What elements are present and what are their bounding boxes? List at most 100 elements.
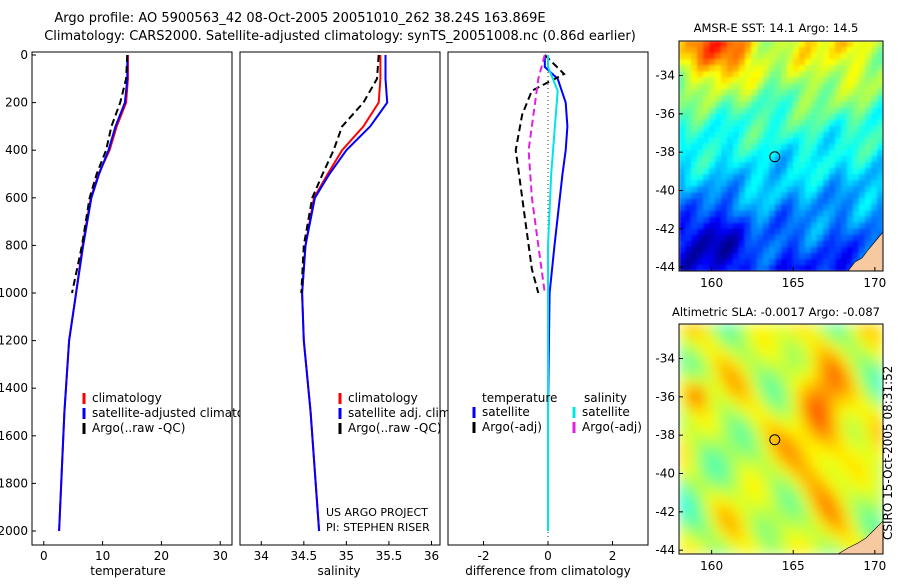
- map-cell: [793, 463, 800, 470]
- map-cell: [847, 408, 854, 416]
- map-cell: [799, 396, 806, 404]
- map-cell: [721, 481, 728, 489]
- map-cell: [823, 47, 830, 54]
- map-cell: [733, 535, 740, 543]
- depth-tick-label: 1400: [0, 381, 28, 395]
- map-cell: [757, 547, 764, 554]
- depth-tick-label: 1600: [0, 429, 28, 443]
- temperature-xtick-label: 30: [213, 549, 228, 563]
- map-cell: [871, 113, 878, 121]
- map-cell: [751, 65, 758, 72]
- map-cell: [733, 137, 740, 145]
- map-cell: [685, 481, 692, 489]
- map-cell: [709, 487, 716, 495]
- map-cell: [745, 131, 752, 139]
- map-cell: [817, 414, 824, 422]
- map-cell: [727, 523, 734, 531]
- map-cell: [793, 198, 800, 206]
- map-cell: [787, 535, 794, 543]
- map-cell: [841, 234, 848, 242]
- map-cell: [733, 517, 740, 525]
- map-cell: [703, 125, 710, 133]
- map-cell: [757, 451, 764, 458]
- map-cell: [709, 463, 716, 470]
- map-cell: [691, 445, 698, 452]
- map-cell: [793, 174, 800, 181]
- map-cell: [751, 131, 758, 139]
- map-cell: [703, 451, 710, 458]
- map-cell: [757, 535, 764, 543]
- map-cell: [877, 137, 883, 145]
- map-cell: [721, 174, 728, 181]
- map-cell: [853, 137, 860, 145]
- map-cell: [679, 348, 686, 355]
- map-cell: [763, 426, 770, 434]
- map-cell: [703, 366, 710, 374]
- map-cell: [733, 95, 740, 103]
- map-cell: [763, 137, 770, 145]
- map-cell: [775, 511, 782, 519]
- map-cell: [745, 330, 752, 337]
- map-cell: [817, 113, 824, 121]
- map-cell: [817, 481, 824, 489]
- map-cell: [781, 222, 788, 230]
- map-cell: [763, 228, 770, 236]
- map-cell: [793, 240, 800, 248]
- map-cell: [715, 547, 722, 554]
- map-cell: [787, 360, 794, 367]
- map-lat-tick-label: -38: [655, 428, 675, 442]
- map-cell: [745, 174, 752, 181]
- map-cell: [769, 89, 776, 97]
- difference-xtick-label: -2: [477, 549, 489, 563]
- map-cell: [835, 77, 842, 84]
- map-cell: [757, 89, 764, 97]
- map-cell: [709, 330, 716, 337]
- map-cell: [745, 432, 752, 440]
- map-cell: [853, 95, 860, 103]
- map-cell: [811, 204, 818, 212]
- map-cell: [775, 264, 782, 271]
- map-cell: [793, 186, 800, 193]
- map-cell: [751, 523, 758, 531]
- map-cell: [685, 378, 692, 386]
- map-cell: [793, 216, 800, 224]
- map-cell: [787, 162, 794, 169]
- map-cell: [799, 354, 806, 361]
- map-cell: [769, 529, 776, 537]
- map-cell: [835, 402, 842, 410]
- map-cell: [691, 360, 698, 367]
- map-cell: [769, 342, 776, 349]
- map-cell: [793, 222, 800, 230]
- map-cell: [745, 420, 752, 428]
- map-cell: [841, 89, 848, 97]
- map-cell: [799, 378, 806, 386]
- map-cell: [727, 408, 734, 416]
- map-cell: [691, 180, 698, 187]
- map-cell: [703, 420, 710, 428]
- map-cell: [847, 330, 854, 337]
- map-cell: [679, 222, 686, 230]
- map-cell: [721, 342, 728, 349]
- map-cell: [733, 149, 740, 157]
- map-cell: [727, 463, 734, 470]
- map-cell: [727, 547, 734, 554]
- map-cell: [703, 71, 710, 78]
- map-cell: [757, 420, 764, 428]
- map-cell: [757, 432, 764, 440]
- map-cell: [703, 41, 710, 48]
- map-cell: [763, 59, 770, 66]
- map-cell: [775, 125, 782, 133]
- map-cell: [781, 432, 788, 440]
- map-cell: [829, 198, 836, 206]
- map-cell: [793, 192, 800, 199]
- map-cell: [853, 222, 860, 230]
- map-cell: [877, 107, 883, 115]
- map-cell: [751, 336, 758, 343]
- map-cell: [787, 402, 794, 410]
- map-cell: [787, 53, 794, 60]
- map-cell: [739, 481, 746, 489]
- map-cell: [721, 432, 728, 440]
- map-cell: [841, 493, 848, 501]
- map-cell: [691, 324, 698, 331]
- map-cell: [859, 107, 866, 115]
